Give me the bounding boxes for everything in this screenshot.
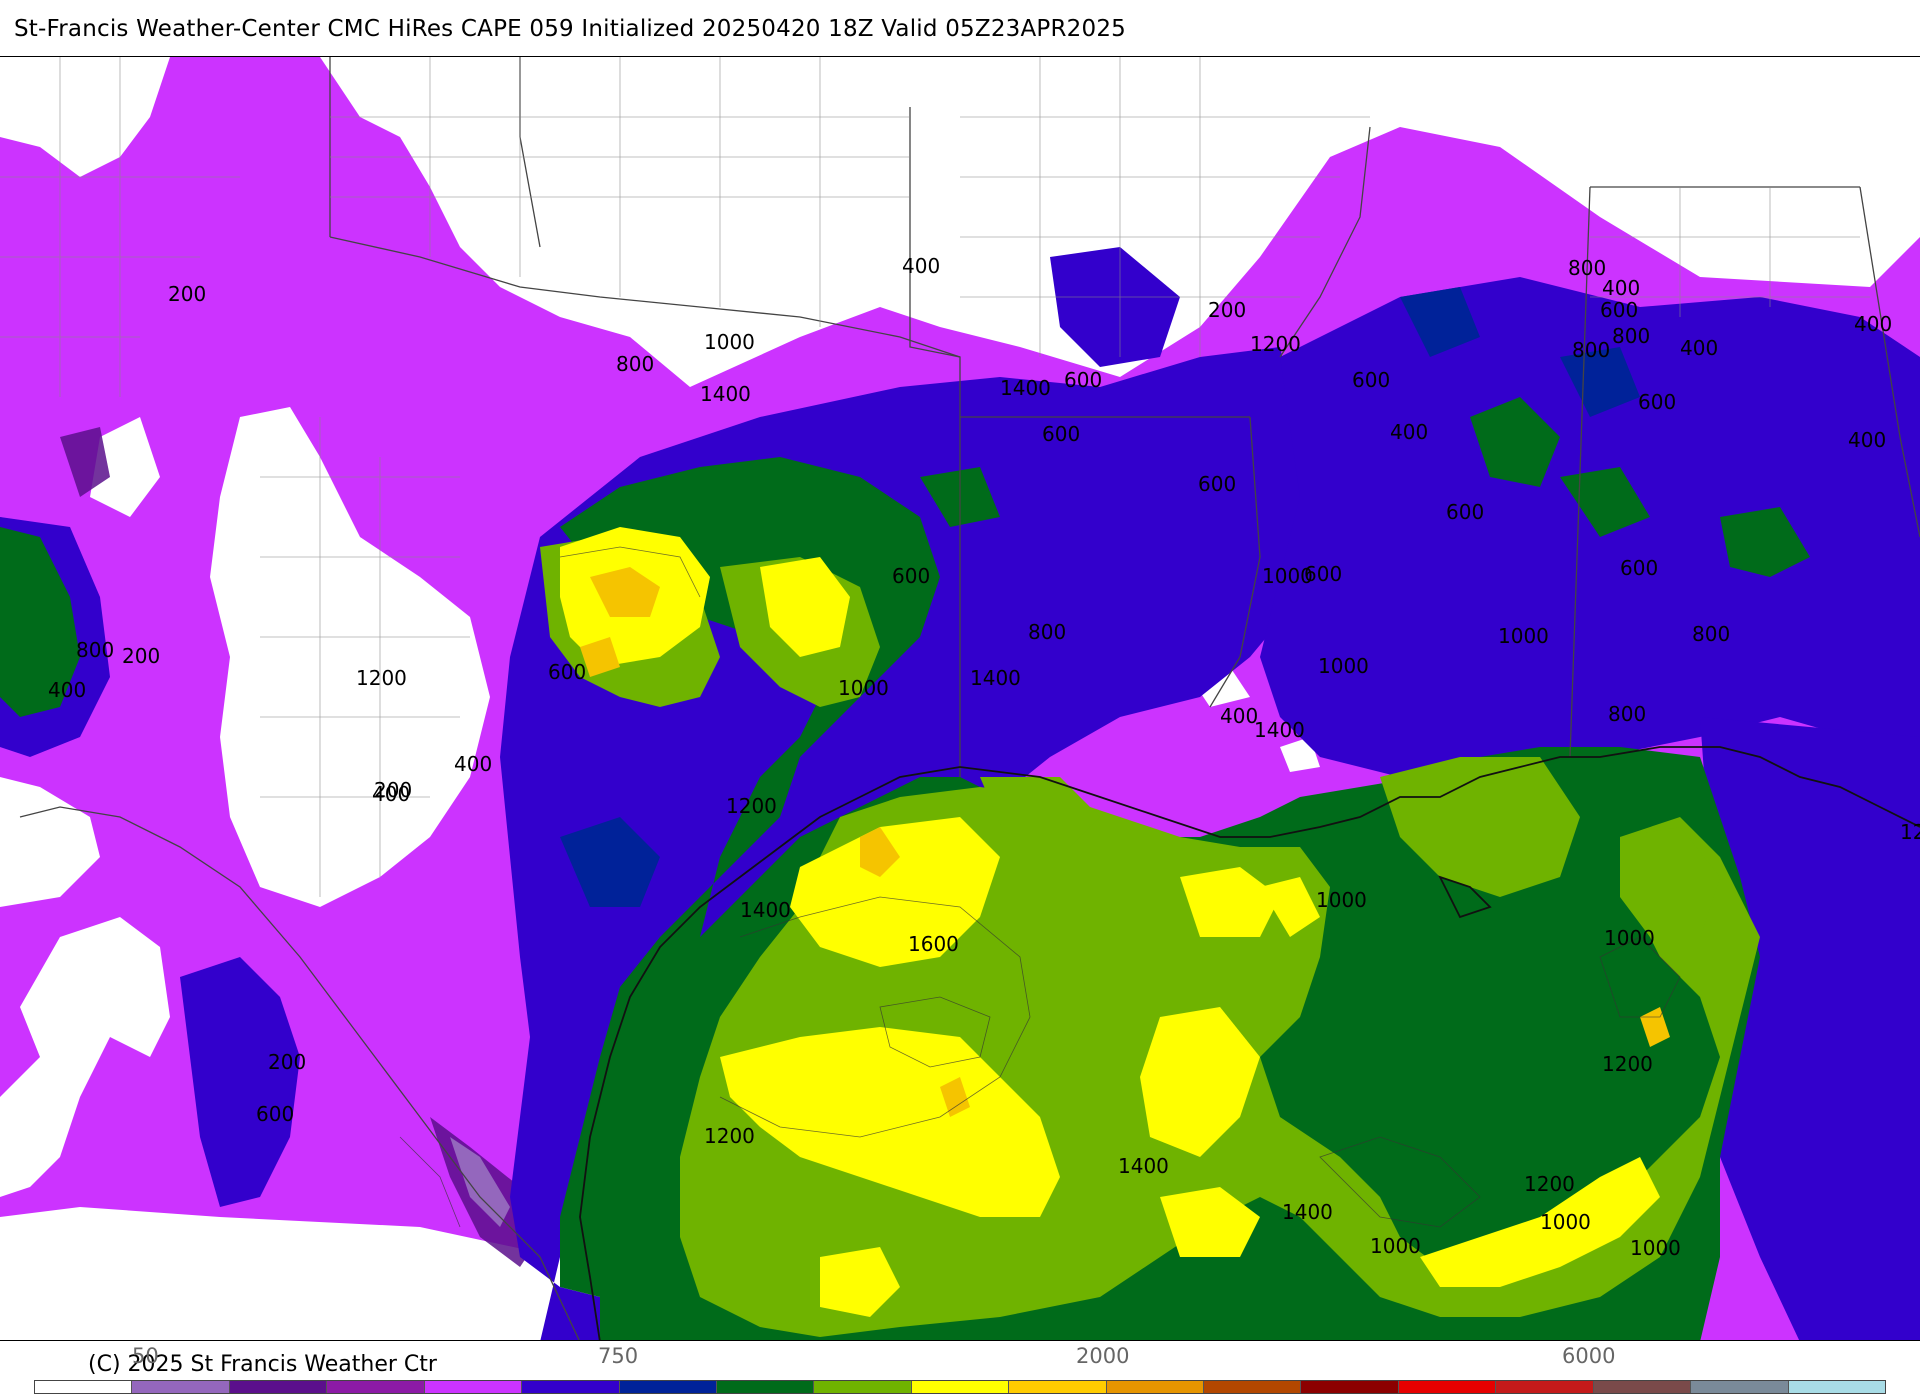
contour-label: 600	[1064, 368, 1102, 392]
colorbar-swatch	[814, 1381, 912, 1393]
contour-label: 1000	[1540, 1210, 1591, 1234]
contour-label: 1400	[1282, 1200, 1333, 1224]
contour-label: 800	[616, 352, 654, 376]
colorbar-swatch	[1691, 1381, 1789, 1393]
contour-label: 600	[892, 564, 930, 588]
colorbar-swatch	[1204, 1381, 1302, 1393]
contour-label: 400	[372, 782, 410, 806]
colorbar-swatch	[1398, 1381, 1497, 1393]
contour-label: 1400	[700, 382, 751, 406]
contour-label: 1200	[704, 1124, 755, 1148]
colorbar-swatch	[716, 1381, 815, 1393]
contour-label: 600	[1638, 390, 1676, 414]
contour-label: 800	[1568, 256, 1606, 280]
colorbar-swatch	[35, 1381, 133, 1393]
contour-label: 1200	[1250, 332, 1301, 356]
contour-label: 600	[1600, 298, 1638, 322]
contour-label: 200	[168, 282, 206, 306]
contour-label: 400	[1854, 312, 1892, 336]
contour-label: 400	[1390, 420, 1428, 444]
contour-label: 600	[1304, 562, 1342, 586]
lavender-patches	[450, 1137, 510, 1227]
contour-label: 400	[48, 678, 86, 702]
colorbar-swatch	[1301, 1381, 1399, 1393]
contour-label: 800	[1572, 338, 1610, 362]
contour-label: 600	[548, 660, 586, 684]
contour-label: 1200	[726, 794, 777, 818]
contour-label: 800	[1612, 324, 1650, 348]
contour-label: 1400	[1000, 376, 1051, 400]
contour-labels: 2002004006006004008004002004002008001000…	[48, 254, 1920, 1260]
map-title: St-Francis Weather-Center CMC HiRes CAPE…	[14, 16, 1127, 42]
contour-label: 1000	[1370, 1234, 1421, 1258]
colorbar-swatch	[1593, 1381, 1692, 1393]
contour-label: 600	[1042, 422, 1080, 446]
contour-label: 400	[1602, 276, 1640, 300]
contour-label: 600	[1446, 500, 1484, 524]
contour-label: 400	[902, 254, 940, 278]
contour-label: 200	[268, 1050, 306, 1074]
contour-label: 1400	[970, 666, 1021, 690]
contour-label: 600	[1198, 472, 1236, 496]
contour-label: 600	[1620, 556, 1658, 580]
contour-label: 1200	[1524, 1172, 1575, 1196]
contour-label: 1400	[1118, 1154, 1169, 1178]
contour-label: 800	[1028, 620, 1066, 644]
contour-label: 200	[122, 644, 160, 668]
contour-label: 1400	[740, 898, 791, 922]
contour-label: 800	[1692, 622, 1730, 646]
contour-label: 800	[76, 638, 114, 662]
colorbar	[34, 1380, 1886, 1394]
colorbar-swatch	[229, 1381, 328, 1393]
contour-label: 1200	[1900, 820, 1920, 844]
contour-label: 1000	[1318, 654, 1369, 678]
colorbar-tick-label: 50	[132, 1344, 159, 1368]
colorbar-swatch	[911, 1381, 1010, 1393]
contour-label: 1000	[704, 330, 755, 354]
colorbar-tick-label: 750	[598, 1344, 639, 1368]
contour-label: 200	[1208, 298, 1246, 322]
cape-contour-lines	[399, 546, 1681, 1228]
cape-map: 200 200 400 600 600 400 800 400 200 400 200 800 1000…	[0, 56, 1920, 1341]
colorbar-swatch	[424, 1381, 523, 1393]
contour-label: 1200	[1602, 1052, 1653, 1076]
contour-label: 1000	[1316, 888, 1367, 912]
contour-label: 1000	[1630, 1236, 1681, 1260]
colorbar-swatch	[619, 1381, 717, 1393]
contour-label: 1000	[1498, 624, 1549, 648]
contour-label: 1200	[356, 666, 407, 690]
colorbar-swatch	[1788, 1381, 1886, 1393]
contour-label: 1000	[1262, 564, 1313, 588]
copyright-notice: (C) 2025 St Francis Weather Ctr	[88, 1352, 437, 1377]
colorbar-swatch	[327, 1381, 425, 1393]
contour-label: 1000	[838, 676, 889, 700]
contour-label: 800	[1608, 702, 1646, 726]
coastline	[579, 746, 1920, 1340]
contour-label: 1400	[1254, 718, 1305, 742]
colorbar-tick-label: 2000	[1076, 1344, 1130, 1368]
county-grid	[0, 57, 1870, 897]
contour-label: 400	[454, 752, 492, 776]
colorbar-tick-label: 6000	[1562, 1344, 1616, 1368]
contour-label: 1600	[908, 932, 959, 956]
contour-label: 200	[374, 778, 412, 802]
contour-label: 400	[1848, 428, 1886, 452]
contour-label: 400	[1220, 704, 1258, 728]
contour-label: 600	[1352, 368, 1390, 392]
colorbar-swatch	[1009, 1381, 1107, 1393]
colorbar-swatch	[1106, 1381, 1205, 1393]
colorbar-swatch	[522, 1381, 620, 1393]
colorbar-swatch	[132, 1381, 230, 1393]
colorbar-swatch	[1496, 1381, 1594, 1393]
cape-map-canvas: 2002004006006004008004002004002008001000…	[0, 57, 1920, 1340]
contour-label: 400	[1680, 336, 1718, 360]
contour-label: 1000	[1604, 926, 1655, 950]
contour-label: 600	[256, 1102, 294, 1126]
